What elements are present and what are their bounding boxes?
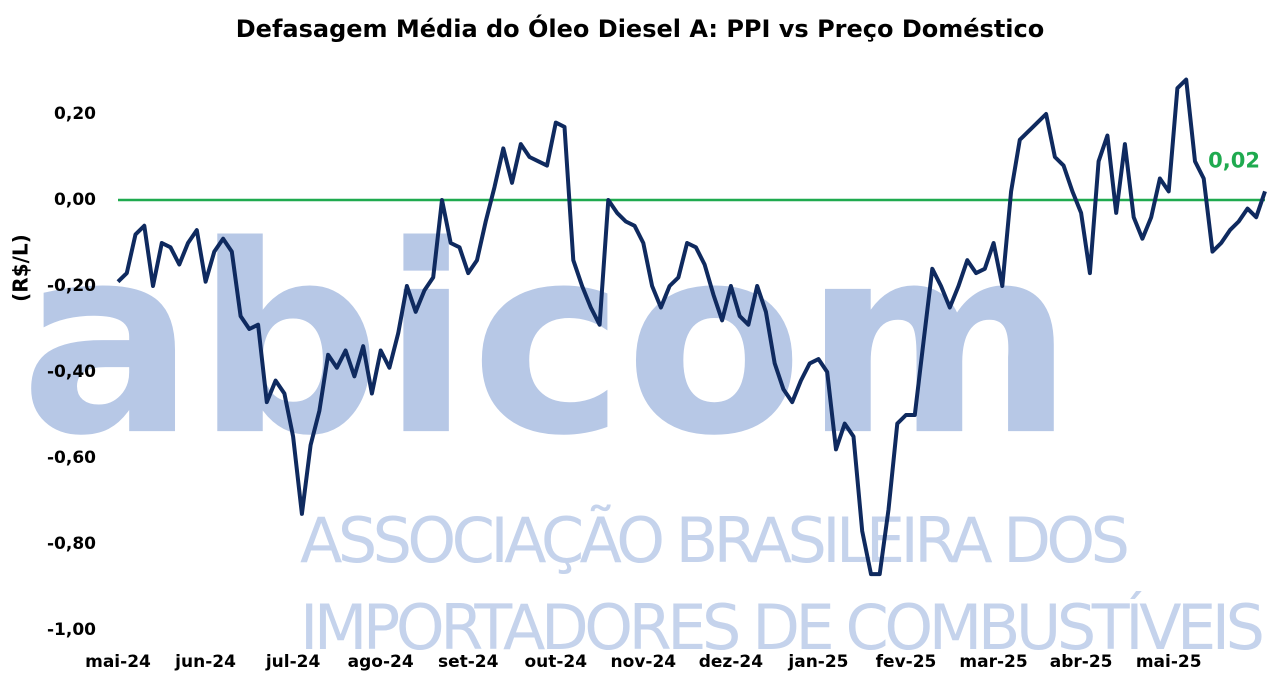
y-tick-label: 0,00 <box>54 190 96 210</box>
x-tick-label: out-24 <box>524 652 587 672</box>
x-tick-label: mar-25 <box>959 652 1027 672</box>
x-tick-label: set-24 <box>438 652 499 672</box>
y-tick-label: -1,00 <box>47 620 96 640</box>
y-tick-label: -0,60 <box>47 448 96 468</box>
last-value-label: 0,02 <box>1208 148 1260 172</box>
y-tick-label: -0,80 <box>47 534 96 554</box>
x-tick-label: fev-25 <box>876 652 937 672</box>
y-tick-label: -0,40 <box>47 362 96 382</box>
y-tick-label: -0,20 <box>47 276 96 296</box>
y-axis-label: (R$/L) <box>9 234 33 302</box>
watermark: IMPORTADORES DE COMBUSTÍVEIS <box>300 591 1265 664</box>
x-tick-label: dez-24 <box>699 652 763 672</box>
x-tick-label: mai-24 <box>85 652 151 672</box>
x-tick-label: jul-24 <box>265 652 321 672</box>
x-tick-label: ago-24 <box>348 652 414 672</box>
x-tick-label: abr-25 <box>1050 652 1113 672</box>
watermark: ASSOCIAÇÃO BRASILEIRA DOS <box>300 504 1130 577</box>
x-tick-label: jun-24 <box>174 652 236 672</box>
x-tick-label: mai-25 <box>1136 652 1202 672</box>
watermark: abicom <box>20 191 1074 493</box>
chart-title: Defasagem Média do Óleo Diesel A: PPI vs… <box>236 13 1045 43</box>
data-line <box>116 77 1267 577</box>
y-tick-label: 0,20 <box>54 104 96 124</box>
x-tick-label: nov-24 <box>611 652 677 672</box>
x-tick-label: jan-25 <box>787 652 848 672</box>
